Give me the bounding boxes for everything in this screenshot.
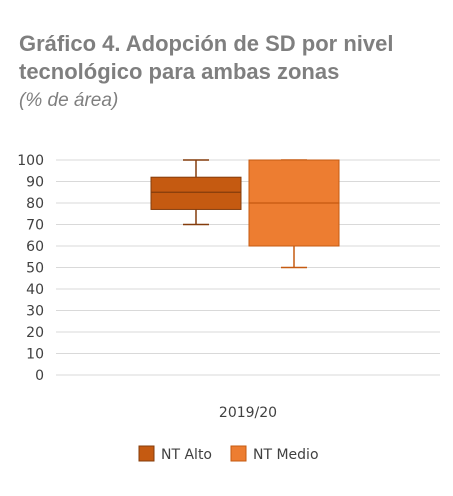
chart-title-line-2: tecnológico para ambas zonas <box>19 59 340 84</box>
legend-label-nt-alto: NT Alto <box>161 447 212 463</box>
legend-swatch-nt-alto <box>138 445 155 462</box>
chart-title-line-1: Gráfico 4. Adopción de SD por nivel <box>19 31 394 56</box>
y-tick-label: 100 <box>17 153 44 169</box>
y-tick-label: 30 <box>26 304 44 320</box>
y-tick-label: 80 <box>26 196 44 212</box>
y-tick-label: 10 <box>26 347 44 363</box>
x-category-label: 2019/20 <box>219 405 277 421</box>
y-tick-label: 60 <box>26 239 44 255</box>
y-tick-label: 50 <box>26 261 44 277</box>
y-tick-label: 0 <box>35 368 44 384</box>
y-tick-label: 20 <box>26 325 44 341</box>
chart-title: Gráfico 4. Adopción de SD por nivel tecn… <box>19 30 449 86</box>
legend-swatch-nt-medio <box>230 445 247 462</box>
box-nt-alto <box>150 176 242 210</box>
y-tick-label: 70 <box>26 218 44 234</box>
chart-subtitle: (% de área) <box>19 90 119 111</box>
y-tick-label: 90 <box>26 175 44 191</box>
y-tick-label: 40 <box>26 282 44 298</box>
legend-label-nt-medio: NT Medio <box>253 447 319 463</box>
